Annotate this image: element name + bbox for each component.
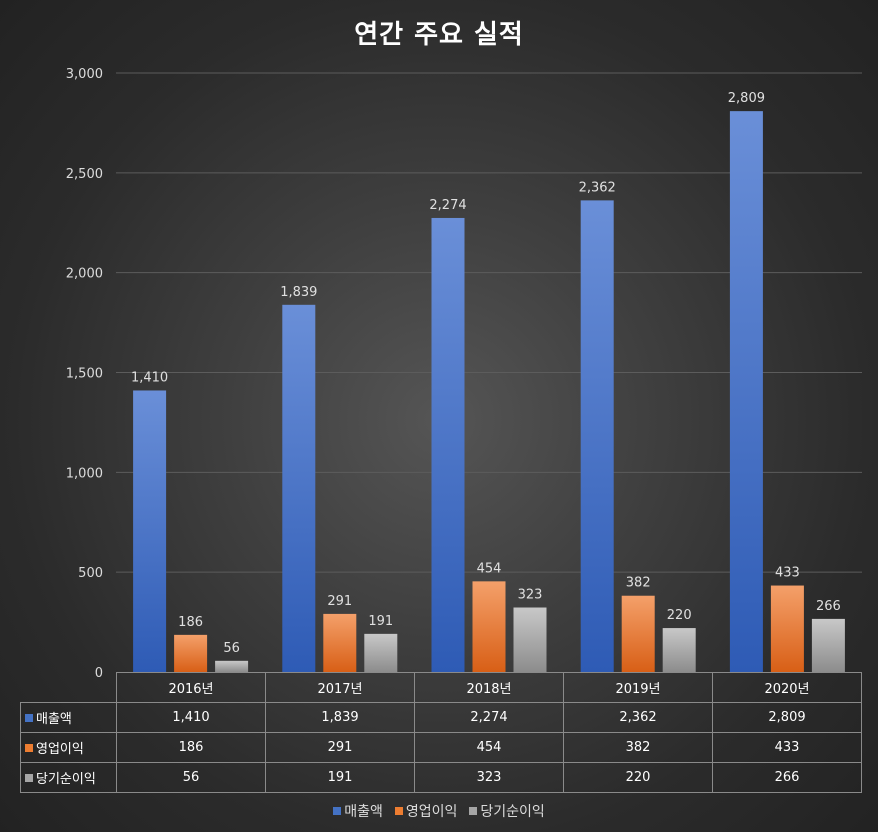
series-swatch-icon xyxy=(25,744,33,752)
bar-3-4 xyxy=(662,628,696,672)
table-cell: 191 xyxy=(265,762,415,793)
data-label: 2,362 xyxy=(579,180,616,195)
table-cell: 291 xyxy=(265,732,415,763)
table-cell: 454 xyxy=(414,732,564,763)
table-cell: 186 xyxy=(116,732,266,763)
bar-1-4 xyxy=(580,200,614,672)
table-cell: 266 xyxy=(712,762,862,793)
table-column-header: 2019년 xyxy=(563,672,713,703)
bar-1-2 xyxy=(282,304,316,672)
table-column-header: 2017년 xyxy=(265,672,415,703)
data-label: 266 xyxy=(816,599,841,614)
bar-2-5 xyxy=(770,585,804,672)
table-cell: 2,809 xyxy=(712,702,862,733)
legend-label: 영업이익 xyxy=(405,804,458,820)
bar-1-3 xyxy=(431,217,465,672)
table-cell: 220 xyxy=(563,762,713,793)
data-label: 220 xyxy=(667,608,692,623)
table-corner xyxy=(20,672,117,703)
legend-item: 당기순이익 xyxy=(469,801,545,821)
table-row-header: 당기순이익 xyxy=(20,762,117,793)
data-label: 56 xyxy=(223,641,240,656)
y-tick-label: 2,000 xyxy=(66,267,103,282)
table-column-header: 2016년 xyxy=(116,672,266,703)
legend-label: 매출액 xyxy=(344,804,383,820)
y-tick-label: 1,000 xyxy=(66,466,103,481)
table-cell: 382 xyxy=(563,732,713,763)
y-tick-label: 500 xyxy=(78,566,103,581)
table-row-header: 영업이익 xyxy=(20,732,117,763)
data-label: 1,410 xyxy=(131,370,168,385)
table-row: 당기순이익 56 191 323 220 266 xyxy=(20,762,862,793)
data-label: 191 xyxy=(368,614,393,629)
data-label: 454 xyxy=(477,561,502,576)
table-cell: 2,274 xyxy=(414,702,564,733)
legend-swatch-icon xyxy=(394,807,403,815)
legend-item: 영업이익 xyxy=(394,801,458,821)
data-table: 2016년 2017년 2018년 2019년 2020년 매출액 1,410 1,839 2,… xyxy=(20,672,862,793)
y-tick-label: 1,500 xyxy=(66,367,103,382)
data-label: 186 xyxy=(178,615,203,630)
data-label: 291 xyxy=(327,594,352,609)
bar-3-2 xyxy=(364,633,398,672)
y-tick-label: 3,000 xyxy=(66,67,103,82)
series-swatch-icon xyxy=(25,714,33,722)
series-name: 당기순이익 xyxy=(36,772,96,787)
series-name: 영업이익 xyxy=(36,742,84,757)
chart-title: 연간 주요 실적 xyxy=(354,20,524,50)
table-cell: 1,410 xyxy=(116,702,266,733)
data-label: 2,274 xyxy=(429,198,466,213)
table-cell: 56 xyxy=(116,762,266,793)
table-cell: 323 xyxy=(414,762,564,793)
table-column-header: 2020년 xyxy=(712,672,862,703)
series-swatch-icon xyxy=(25,774,33,782)
data-label: 382 xyxy=(626,576,651,591)
legend: 매출액 영업이익 당기순이익 xyxy=(0,801,878,821)
table-row-header: 매출액 xyxy=(20,702,117,733)
legend-item: 매출액 xyxy=(333,801,383,821)
table-cell: 1,839 xyxy=(265,702,415,733)
legend-swatch-icon xyxy=(469,807,478,815)
data-label: 433 xyxy=(775,566,800,581)
table-cell: 433 xyxy=(712,732,862,763)
table-row: 영업이익 186 291 454 382 433 xyxy=(20,732,862,763)
y-tick-label: 2,500 xyxy=(66,167,103,182)
series-name: 매출액 xyxy=(36,712,72,727)
bar-3-1 xyxy=(215,660,249,672)
bar-1-5 xyxy=(729,111,763,672)
data-label: 2,809 xyxy=(728,91,765,106)
bar-2-1 xyxy=(174,634,208,672)
bar-3-5 xyxy=(811,618,845,672)
bar-1-1 xyxy=(133,390,167,672)
bar-3-3 xyxy=(513,607,547,672)
bar-2-2 xyxy=(323,613,357,672)
legend-swatch-icon xyxy=(333,807,342,815)
bar-2-3 xyxy=(472,581,506,672)
table-column-header: 2018년 xyxy=(414,672,564,703)
legend-label: 당기순이익 xyxy=(480,804,545,820)
bar-2-4 xyxy=(621,595,655,672)
table-row: 매출액 1,410 1,839 2,274 2,362 2,809 xyxy=(20,702,862,733)
table-cell: 2,362 xyxy=(563,702,713,733)
data-label: 1,839 xyxy=(280,285,317,300)
data-label: 323 xyxy=(518,588,543,603)
